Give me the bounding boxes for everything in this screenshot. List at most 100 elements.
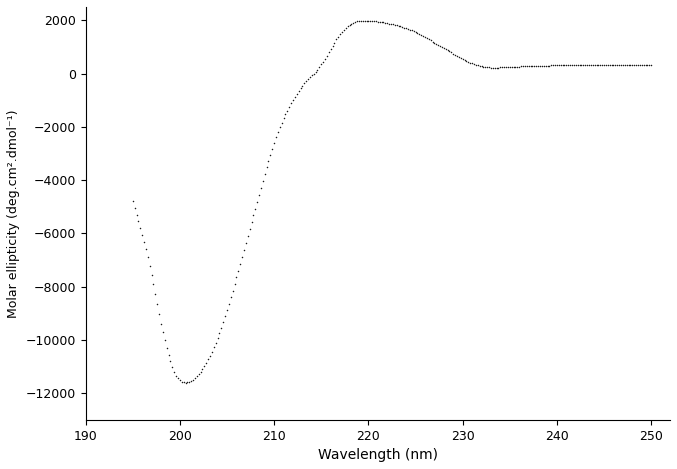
Point xyxy=(338,26,349,33)
Point xyxy=(474,62,485,69)
Point xyxy=(173,374,183,382)
Point xyxy=(482,63,493,71)
Point xyxy=(627,61,638,69)
Point xyxy=(401,24,412,32)
Point xyxy=(161,344,172,352)
Point xyxy=(365,17,376,25)
Point xyxy=(636,61,647,69)
Point xyxy=(598,61,609,68)
Point xyxy=(440,45,451,53)
Point xyxy=(514,63,525,70)
Point xyxy=(372,18,383,25)
Point xyxy=(188,376,198,383)
Point xyxy=(322,52,332,60)
Point xyxy=(610,61,621,68)
Point xyxy=(423,36,434,43)
Point xyxy=(382,19,393,27)
Point xyxy=(308,70,319,77)
Point xyxy=(272,129,283,136)
Point xyxy=(280,111,291,118)
Point xyxy=(225,294,236,301)
Point xyxy=(552,61,563,69)
Point xyxy=(574,61,585,69)
Point xyxy=(380,19,391,27)
Point xyxy=(139,238,150,246)
Point xyxy=(439,44,450,52)
Point xyxy=(518,63,529,70)
Point xyxy=(535,62,546,69)
Point xyxy=(550,61,561,69)
Point xyxy=(175,377,185,384)
Point xyxy=(141,246,152,253)
Point xyxy=(429,39,440,46)
Point xyxy=(612,61,623,68)
Point xyxy=(512,63,523,70)
Point xyxy=(527,62,538,70)
Point xyxy=(619,61,630,69)
Point xyxy=(634,61,645,69)
Point xyxy=(433,41,443,49)
Point xyxy=(644,61,655,69)
Point xyxy=(603,61,613,68)
Point xyxy=(156,320,167,328)
Point xyxy=(370,17,381,25)
Point xyxy=(257,177,268,185)
Point xyxy=(555,61,566,69)
Point xyxy=(544,62,555,69)
Point xyxy=(614,61,625,68)
Point xyxy=(211,339,221,347)
Point xyxy=(504,63,515,71)
Point xyxy=(135,224,146,232)
Point xyxy=(303,76,313,83)
Point xyxy=(291,91,302,98)
Point xyxy=(406,27,417,34)
Point xyxy=(201,359,212,367)
Point xyxy=(502,63,513,71)
Point xyxy=(606,61,617,68)
Point xyxy=(521,62,532,70)
Point xyxy=(185,377,196,385)
Point xyxy=(548,61,559,69)
Point xyxy=(227,287,238,295)
Point xyxy=(437,43,447,51)
Point xyxy=(589,61,600,68)
Point xyxy=(312,66,323,73)
Point xyxy=(478,63,489,70)
Point xyxy=(350,18,361,26)
Point xyxy=(533,62,544,69)
Point xyxy=(596,61,607,68)
Point xyxy=(563,61,573,69)
Point xyxy=(600,61,611,68)
Point xyxy=(631,61,642,69)
Point xyxy=(158,329,169,336)
Point xyxy=(163,351,174,358)
Point xyxy=(473,61,483,69)
Point xyxy=(542,62,553,69)
Point xyxy=(516,63,527,70)
Point xyxy=(329,39,340,46)
Point xyxy=(369,17,380,25)
Point xyxy=(576,61,587,69)
Point xyxy=(159,337,170,344)
Point xyxy=(559,61,570,69)
Point xyxy=(318,58,328,66)
Point xyxy=(466,60,477,67)
Point xyxy=(267,145,278,152)
Point xyxy=(237,253,248,261)
Point xyxy=(233,267,244,274)
Point xyxy=(314,63,325,71)
Point xyxy=(361,17,372,24)
Point xyxy=(282,107,292,114)
Point xyxy=(391,22,402,29)
Point xyxy=(459,56,470,64)
Point xyxy=(489,64,500,71)
Point xyxy=(605,61,615,68)
Point xyxy=(220,312,231,320)
Point xyxy=(169,368,179,376)
Point xyxy=(569,61,580,69)
Point xyxy=(403,25,414,33)
Point xyxy=(367,17,378,25)
Point xyxy=(167,363,178,371)
Point xyxy=(269,139,280,146)
Point xyxy=(204,352,215,359)
